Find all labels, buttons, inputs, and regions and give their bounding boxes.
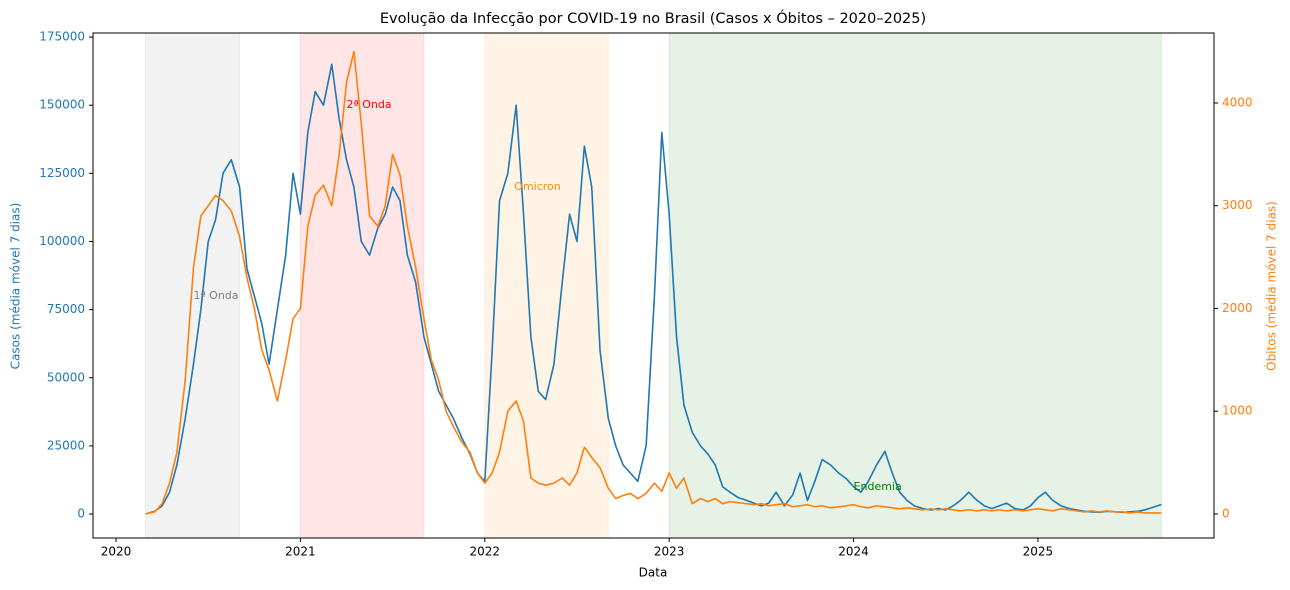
y-tick-label: 75000 — [47, 302, 85, 316]
y-tick-label: 125000 — [39, 166, 85, 180]
region — [668, 32, 1162, 539]
region-label: Omicron — [514, 180, 560, 193]
y-tick-label: 0 — [77, 507, 85, 521]
x-tick-label: 2024 — [838, 545, 869, 559]
chart-title: Evolução da Infecção por COVID-19 no Bra… — [380, 9, 926, 27]
y2-tick-label: 1000 — [1222, 404, 1253, 418]
plot-frame — [92, 32, 1215, 539]
y-tick-label: 50000 — [47, 370, 85, 384]
y2-tick-label: 3000 — [1222, 198, 1253, 212]
y2-tick-label: 4000 — [1222, 95, 1253, 109]
y-tick-label: 100000 — [39, 234, 85, 248]
x-axis-label: Data — [639, 566, 668, 580]
region-label: Endemia — [854, 480, 902, 493]
y2-tick-label: 0 — [1222, 506, 1230, 520]
y-axis-label: Casos (média móvel 7 dias) — [9, 203, 23, 370]
region-label: 2ª Onda — [347, 98, 392, 111]
y-tick-label: 150000 — [39, 98, 85, 112]
x-tick-label: 2023 — [654, 545, 685, 559]
y2-tick-label: 2000 — [1222, 301, 1253, 315]
x-tick-label: 2025 — [1023, 545, 1054, 559]
region — [484, 32, 609, 539]
region-label: 1ª Onda — [193, 289, 238, 302]
y2-axis-label: Óbitos (média móvel 7 dias) — [1264, 201, 1279, 371]
y-tick-label: 175000 — [39, 30, 85, 44]
x-tick-label: 2020 — [101, 545, 132, 559]
y-tick-label: 25000 — [47, 438, 85, 452]
region — [299, 32, 425, 539]
x-tick-label: 2021 — [285, 545, 316, 559]
data-line — [145, 63, 1162, 515]
x-tick-label: 2022 — [470, 545, 501, 559]
data-line — [145, 50, 1162, 515]
